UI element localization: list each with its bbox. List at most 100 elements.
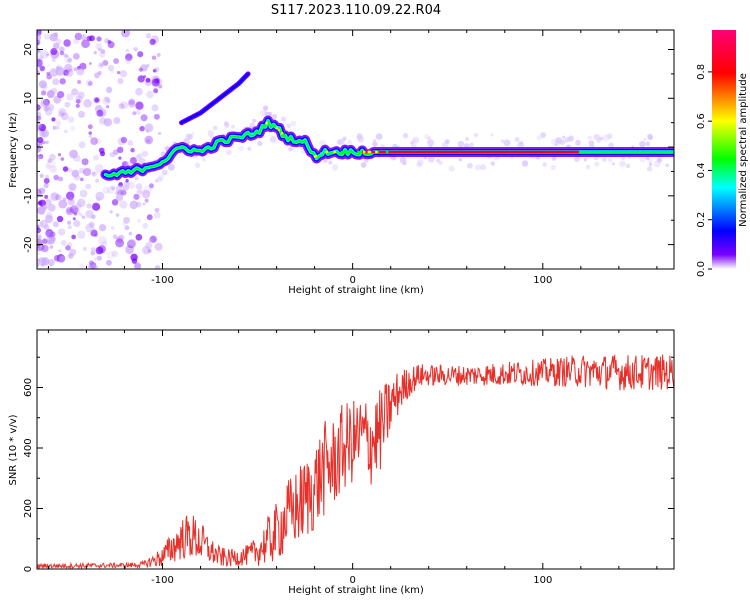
noise-blob xyxy=(45,174,50,179)
noise-blob xyxy=(59,78,66,85)
halo-blob xyxy=(665,163,670,168)
halo-blob xyxy=(123,184,130,191)
noise-blob xyxy=(37,257,47,266)
halo-blob xyxy=(457,140,465,148)
halo-blob xyxy=(402,161,407,166)
noise-blob xyxy=(67,220,72,225)
colorbar-gradient xyxy=(712,30,736,269)
noise-blob xyxy=(146,214,153,221)
spectrogram-x-label: Height of straight line (km) xyxy=(288,285,424,296)
noise-blob xyxy=(96,36,102,42)
noise-blob xyxy=(135,233,143,241)
noise-blob xyxy=(52,125,57,130)
halo-blob xyxy=(257,140,263,147)
halo-blob xyxy=(372,141,378,147)
halo-blob xyxy=(593,133,601,141)
noise-blob xyxy=(117,137,126,146)
noise-blob xyxy=(37,234,42,240)
noise-blob xyxy=(52,221,59,228)
noise-blob xyxy=(111,186,116,191)
noise-blob xyxy=(41,90,47,96)
halo-blob xyxy=(550,164,557,171)
noise-blob xyxy=(146,90,154,99)
noise-blob xyxy=(45,163,51,170)
noise-blob xyxy=(77,80,82,85)
halo-blob xyxy=(156,176,163,183)
noise-blob xyxy=(80,177,84,182)
noise-blob xyxy=(43,177,50,184)
noise-blob xyxy=(72,207,81,216)
halo-blob xyxy=(514,137,520,143)
noise-blob xyxy=(82,246,88,251)
halo-blob xyxy=(585,164,591,170)
noise-blob xyxy=(45,230,54,239)
noise-blob xyxy=(71,88,79,96)
noise-blob xyxy=(53,174,59,181)
noise-blob xyxy=(117,70,121,75)
noise-blob xyxy=(37,59,43,68)
noise-blob xyxy=(118,182,123,187)
ridge-hotspot xyxy=(340,150,344,154)
halo-blob xyxy=(336,139,342,145)
noise-blob xyxy=(116,236,120,241)
noise-blob xyxy=(46,73,52,80)
noise-blob xyxy=(62,166,69,172)
halo-blob xyxy=(269,135,277,143)
noise-blob xyxy=(99,63,103,67)
y-tick-label: 600 xyxy=(23,378,34,397)
noise-blob xyxy=(121,30,131,38)
halo-blob xyxy=(503,139,511,147)
noise-blob xyxy=(87,262,97,269)
noise-blob xyxy=(80,34,87,41)
noise-blob xyxy=(50,48,58,56)
spectral-branch xyxy=(180,72,250,124)
noise-blob xyxy=(139,125,145,132)
ridge-hotspot xyxy=(374,150,378,154)
noise-blob xyxy=(72,217,76,221)
noise-blob xyxy=(46,71,51,76)
noise-blob xyxy=(140,114,148,122)
halo-blob xyxy=(342,136,347,141)
halo-blob xyxy=(290,120,297,127)
noise-blob xyxy=(94,163,104,173)
y-tick-label: -20 xyxy=(23,236,34,252)
halo-blob xyxy=(346,139,353,146)
ridge-hotspot xyxy=(362,150,366,154)
noise-blob xyxy=(95,137,102,145)
noise-blob xyxy=(86,203,92,209)
noise-blob xyxy=(59,46,65,53)
halo-blob xyxy=(161,169,168,176)
noise-blob xyxy=(39,55,44,60)
noise-blob xyxy=(78,141,86,149)
halo-blob xyxy=(550,138,558,146)
snr-series-line xyxy=(37,354,674,569)
noise-blob xyxy=(117,189,123,195)
halo-blob xyxy=(568,136,574,142)
noise-blob xyxy=(88,221,95,228)
noise-blob xyxy=(92,202,101,211)
halo-blob xyxy=(521,160,529,167)
noise-blob xyxy=(135,110,141,115)
noise-blob xyxy=(88,35,95,42)
noise-blob xyxy=(153,113,160,120)
noise-blob xyxy=(73,219,81,228)
noise-blob xyxy=(84,40,91,48)
noise-blob xyxy=(109,210,113,214)
noise-blob xyxy=(57,228,66,236)
noise-blob xyxy=(59,50,65,56)
noise-blob xyxy=(51,58,56,63)
noise-blob xyxy=(58,249,62,253)
ridge-hotspot xyxy=(277,128,281,132)
noise-blob xyxy=(94,97,99,103)
noise-blob xyxy=(67,57,73,63)
snr-y-label: SNR (10 * v/v) xyxy=(8,414,19,485)
noise-blob xyxy=(69,149,78,159)
halo-blob xyxy=(191,131,195,136)
halo-blob xyxy=(272,113,278,120)
y-tick-label: 0 xyxy=(23,566,34,572)
noise-blob xyxy=(144,198,149,203)
halo-blob xyxy=(154,178,159,183)
noise-blob xyxy=(39,49,49,59)
snr-x-ticks: -100 0 100 xyxy=(47,330,658,586)
noise-blob xyxy=(83,99,92,108)
